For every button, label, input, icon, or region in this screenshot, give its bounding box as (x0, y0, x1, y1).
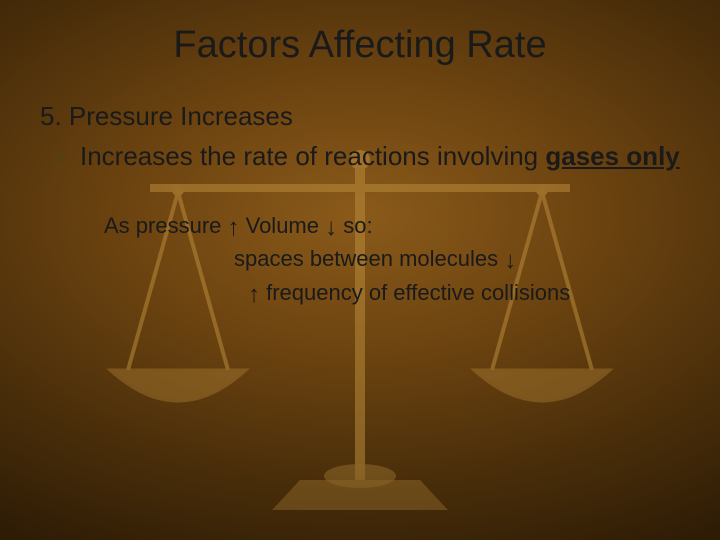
slide-content: Factors Affecting Rate 5. Pressure Incre… (0, 0, 720, 540)
bullet-leadin: Increases the rate of reactions involvin… (80, 141, 545, 171)
sub-line-2: spaces between molecules ↓ (104, 244, 680, 278)
bullet-row: Increases the rate of reactions involvin… (40, 140, 680, 173)
down-arrow-icon: ↓ (504, 244, 516, 278)
sub-l2-a: spaces between molecules (234, 246, 504, 271)
bullet-emphasis: gases only (545, 141, 679, 171)
down-arrow-icon: ↓ (325, 211, 337, 245)
up-arrow-icon: ↑ (228, 211, 240, 245)
sub-explanation: As pressure ↑ Volume ↓ so: spaces betwee… (40, 173, 680, 312)
item-heading: 5. Pressure Increases (40, 101, 680, 132)
slide: Factors Affecting Rate 5. Pressure Incre… (0, 0, 720, 540)
sub-l3-a: frequency of effective collisions (260, 280, 570, 305)
slide-title: Factors Affecting Rate (0, 0, 720, 67)
bullet-marker (54, 151, 66, 163)
sub-line-1: As pressure ↑ Volume ↓ so: (104, 211, 680, 245)
bullet-text: Increases the rate of reactions involvin… (80, 140, 680, 173)
slide-body: 5. Pressure Increases Increases the rate… (0, 67, 720, 311)
sub-l1-c: so: (337, 213, 372, 238)
sub-l1-b: Volume (240, 213, 326, 238)
up-arrow-icon: ↑ (248, 278, 260, 312)
sub-line-3: ↑ frequency of effective collisions (104, 278, 680, 312)
sub-l1-a: As pressure (104, 213, 228, 238)
